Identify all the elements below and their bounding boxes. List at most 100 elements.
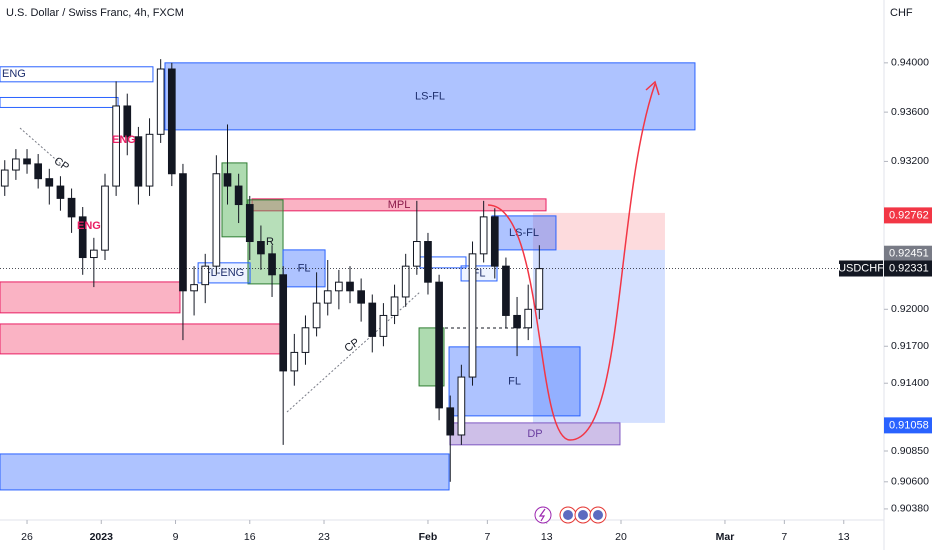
zone (164, 62, 696, 131)
candle-body (268, 253, 276, 276)
candle-body (45, 178, 54, 187)
candle-body (34, 163, 43, 180)
candle-body (379, 314, 388, 337)
price-tag-label: 0.92331 (889, 262, 929, 274)
zone (247, 199, 284, 285)
candle-body (390, 296, 399, 316)
currency-label: CHF (890, 7, 913, 19)
candle-body (134, 136, 143, 187)
candle-body (234, 185, 243, 206)
x-tick-label: 2023 (90, 531, 114, 543)
x-tick-label: 7 (781, 531, 787, 543)
y-tick-label: 0.90850 (891, 445, 929, 457)
candle-body (156, 68, 165, 135)
candle-body (123, 105, 132, 138)
x-tick-label: 26 (21, 531, 33, 543)
x-tick-label: 13 (838, 531, 850, 543)
x-tick-label: 16 (244, 531, 256, 543)
cp-line (19, 127, 63, 166)
candle-body (357, 290, 365, 304)
flag-icon (578, 510, 588, 520)
candle-body (245, 204, 254, 243)
zone (0, 96, 119, 108)
y-tick-label: 0.90600 (891, 476, 929, 488)
flag-icon (563, 510, 573, 520)
candle-body (401, 265, 410, 298)
symbol-tag (839, 260, 883, 277)
symbol-label: USDCHF (838, 262, 884, 274)
candle-body (446, 407, 455, 436)
price-tag (884, 245, 932, 262)
flag-icon (593, 510, 603, 520)
zone-label: ENG (2, 68, 26, 80)
zone (0, 281, 181, 314)
candle-body (323, 290, 332, 304)
zone-label: FL-ENG (204, 267, 244, 279)
event-icon-glyph (538, 508, 546, 522)
event-icons (534, 506, 607, 524)
annotation: ENG (77, 220, 101, 232)
candles (0, 59, 544, 482)
candle-body (67, 197, 76, 218)
x-tick-label: 20 (615, 531, 627, 543)
candle-body (457, 376, 466, 436)
candle-body (201, 265, 210, 286)
zone-label: FL (508, 375, 521, 387)
candle-body (513, 314, 521, 329)
zone-label: MPL (388, 199, 411, 211)
candle-body (223, 173, 232, 187)
price-tag (884, 260, 932, 277)
candle-body (435, 281, 443, 409)
candle-body (312, 302, 321, 329)
candle-body (167, 68, 176, 175)
x-tick-label: Feb (419, 531, 438, 543)
candle-body (101, 185, 109, 251)
candle-body (212, 173, 221, 267)
x-tick-label: 7 (484, 531, 490, 543)
candle-body (535, 268, 544, 310)
x-tick-label: 23 (318, 531, 330, 543)
zone-label: LS-FL (415, 90, 445, 102)
zone-label: LS-FL (509, 227, 539, 239)
candle-body (301, 327, 310, 353)
x-tick-label: 13 (541, 531, 553, 543)
price-tag-label: 0.91058 (889, 419, 929, 431)
candle-body (524, 308, 533, 329)
candle-body (279, 274, 288, 372)
x-tick-label: 9 (173, 531, 179, 543)
annotation: ENG (112, 134, 136, 146)
candle-body (468, 253, 477, 378)
zone (0, 323, 281, 355)
candle-body (23, 158, 31, 165)
candle-body (424, 241, 432, 283)
projection-arrow (487, 83, 656, 441)
candle-body (346, 281, 354, 292)
candle-body (56, 185, 65, 199)
candle-body (502, 265, 510, 316)
candle-body (0, 169, 9, 187)
y-tick-label: 0.91700 (891, 340, 929, 352)
candle-body (412, 241, 421, 267)
zone (532, 212, 665, 250)
y-tick-label: 0.94000 (891, 57, 929, 69)
chart-title: U.S. Dollar / Swiss Franc, 4h, FXCM (6, 7, 184, 19)
event-icon[interactable] (534, 506, 552, 524)
candle-body (145, 133, 154, 187)
candle-body (257, 241, 265, 255)
candle-body (112, 105, 120, 187)
price-tag (884, 417, 932, 434)
candle-body (78, 216, 87, 259)
y-tick-label: 0.93200 (891, 155, 929, 167)
candle-body (179, 173, 187, 292)
y-tick-label: 0.90380 (891, 503, 929, 515)
zone-label: FL (298, 262, 311, 274)
axes: 0.94000 0.93600 0.93200 0.92000 0.91700 0.914… (21, 57, 932, 543)
arrow-head (645, 80, 660, 96)
zone (197, 262, 251, 284)
candle-body (290, 351, 299, 372)
zone (532, 249, 665, 423)
annotation: R (266, 236, 274, 248)
